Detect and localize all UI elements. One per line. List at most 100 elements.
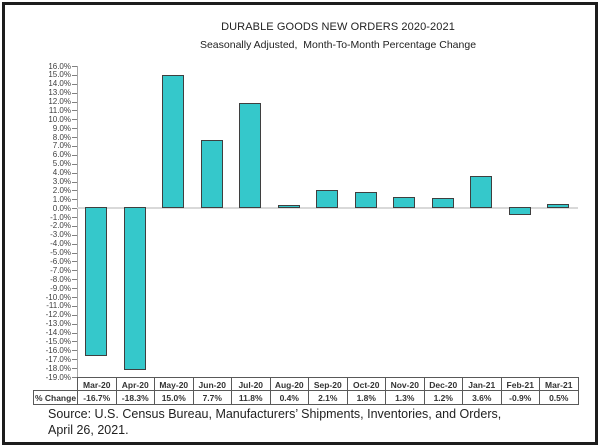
y-axis-tick: [72, 234, 77, 236]
y-axis-tick-label: 15.0%: [48, 70, 71, 80]
table-value-cell: -18.3%: [115, 390, 155, 405]
table-value-cell: 1.3%: [385, 390, 425, 405]
y-axis-tick-label: -8.0%: [50, 274, 71, 284]
bar-Sep-20: [316, 189, 339, 209]
y-axis-tick: [72, 341, 77, 343]
y-axis-tick-label: -17.0%: [45, 354, 71, 364]
y-axis-tick-label: -5.0%: [50, 248, 71, 258]
bar-Apr-20: [123, 207, 146, 370]
y-axis-tick: [72, 288, 77, 290]
y-axis-tick: [72, 119, 77, 121]
y-axis-tick: [72, 181, 77, 183]
y-axis-tick-label: 10.0%: [48, 114, 71, 124]
bar-Jan-21: [470, 176, 493, 209]
y-axis-tick-label: -10.0%: [45, 292, 71, 302]
y-axis-tick-label: 14.0%: [48, 79, 71, 89]
y-axis-tick: [72, 332, 77, 334]
bar-Jun-20: [200, 139, 223, 209]
chart-title: DURABLE GOODS NEW ORDERS 2020-2021: [221, 21, 455, 33]
table-value-cell: 1.2%: [423, 390, 463, 405]
y-axis-tick: [72, 261, 77, 263]
y-axis-tick-label: 4.0%: [52, 168, 71, 178]
y-axis-tick: [72, 225, 77, 227]
y-axis-tick-label: -4.0%: [50, 239, 71, 249]
y-axis-tick: [72, 154, 77, 156]
y-axis-tick: [72, 243, 77, 245]
y-axis-tick-label: 3.0%: [52, 177, 71, 186]
bar-Aug-20: [277, 204, 300, 209]
y-axis-tick: [72, 172, 77, 174]
y-axis-tick-label: -19.0%: [45, 372, 71, 382]
y-axis-tick-label: -1.0%: [50, 212, 71, 222]
y-axis-tick: [72, 279, 77, 281]
y-axis-tick: [72, 137, 77, 139]
y-axis-tick: [72, 208, 77, 210]
y-axis-tick-label: -18.0%: [45, 363, 71, 373]
table-value-cell: 3.6%: [462, 390, 502, 405]
y-axis-tick: [72, 305, 77, 307]
y-axis-tick: [72, 377, 77, 378]
table-value-cell: 2.1%: [308, 390, 348, 405]
table-value-cell: 0.4%: [269, 390, 309, 405]
y-axis-tick: [72, 252, 77, 254]
bar-Mar-21: [547, 203, 570, 209]
bar-Mar-20: [85, 207, 108, 356]
y-axis-tick-label: 2.0%: [52, 185, 71, 195]
y-axis-tick: [72, 359, 77, 361]
y-axis-tick-label: -13.0%: [45, 319, 71, 329]
y-axis-tick-label: -16.0%: [45, 345, 71, 355]
table-value-cell: 7.7%: [192, 390, 232, 405]
y-axis-tick-label: 16.0%: [48, 61, 71, 71]
y-axis-tick: [72, 74, 77, 76]
source-line-1: Source: U.S. Census Bureau, Manufacturer…: [48, 407, 502, 421]
y-axis-tick: [72, 314, 77, 316]
y-axis-tick: [72, 350, 77, 352]
bar-Nov-20: [393, 196, 416, 209]
table-value-cell: -16.7%: [77, 390, 117, 405]
y-axis-tick-label: -12.0%: [45, 310, 71, 320]
bar-Dec-20: [431, 197, 454, 209]
bar-Feb-21: [508, 207, 531, 216]
y-axis-tick-label: -9.0%: [50, 283, 71, 293]
y-axis-tick: [72, 145, 77, 147]
chart-subtitle: Seasonally Adjusted, Month-To-Month Perc…: [199, 39, 477, 51]
y-axis-tick: [72, 270, 77, 272]
y-axis-line: [77, 66, 78, 377]
y-axis-tick-label: -15.0%: [45, 336, 71, 346]
y-axis-tick-label: 9.0%: [52, 123, 71, 133]
y-axis-tick-label: 5.0%: [52, 159, 71, 169]
y-axis-tick-label: 13.0%: [48, 88, 71, 98]
table-value-cell: 11.8%: [231, 390, 271, 405]
y-axis-tick-label: -7.0%: [50, 265, 71, 275]
bar-Jul-20: [239, 103, 262, 209]
y-axis-tick-label: -14.0%: [45, 328, 71, 338]
y-axis-tick: [72, 83, 77, 85]
zero-gridline: [77, 207, 578, 210]
y-axis-tick-label: -3.0%: [50, 230, 71, 240]
y-axis-tick-label: 12.0%: [48, 97, 71, 107]
source-line-2: April 26, 2021.: [48, 422, 129, 437]
y-axis-tick: [72, 110, 77, 112]
y-axis-tick: [72, 66, 77, 67]
y-axis-tick: [72, 163, 77, 165]
bar-May-20: [162, 74, 185, 209]
y-axis-tick: [72, 297, 77, 299]
y-axis-tick: [72, 199, 77, 201]
y-axis-tick-label: 7.0%: [52, 141, 71, 151]
bar-Oct-20: [354, 192, 377, 209]
y-axis-tick: [72, 368, 77, 370]
table-value-cell: -0.9%: [500, 390, 540, 405]
y-axis-tick-label: -11.0%: [46, 301, 71, 311]
y-axis-tick: [72, 128, 77, 130]
y-axis-tick-label: -6.0%: [50, 256, 71, 266]
y-axis-tick-label: 1.0%: [52, 194, 71, 204]
table-row-header: % Change: [33, 390, 78, 405]
table-value-cell: 1.8%: [346, 390, 386, 405]
y-axis-tick: [72, 323, 77, 325]
y-axis-tick-label: 8.0%: [52, 132, 71, 142]
y-axis-tick-label: 6.0%: [52, 150, 71, 160]
y-axis-tick-label: -2.0%: [50, 221, 71, 231]
table-value-cell: 15.0%: [154, 390, 194, 405]
